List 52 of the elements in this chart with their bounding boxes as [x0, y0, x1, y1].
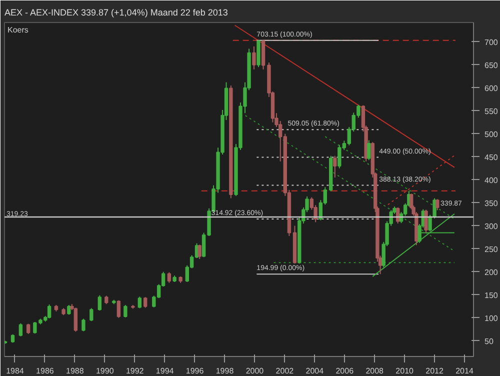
x-tick-label: 2002	[276, 366, 294, 376]
candlestick	[124, 304, 128, 318]
x-tick-label: 1996	[186, 366, 204, 376]
candlestick	[436, 198, 440, 211]
y-tick-label: 550	[484, 106, 498, 116]
candlestick	[47, 304, 52, 319]
candlestick	[167, 272, 172, 284]
candlestick	[18, 322, 23, 337]
y-tick-label: 250	[484, 244, 498, 254]
x-tick-label: 1988	[66, 366, 84, 376]
candlestick	[424, 209, 428, 234]
x-tick-label: 2014	[456, 366, 474, 376]
candlestick	[98, 294, 102, 311]
candlestick	[116, 300, 121, 318]
chart-title: AEX - AEX-INDEX 339.87 (+1,04%) Maand 22 feb 2013	[4, 8, 228, 18]
y-tick-label: 700	[484, 38, 498, 47]
candlestick	[256, 40, 260, 68]
y-tick-label: 600	[484, 84, 498, 93]
x-tick-label: 1986	[36, 366, 54, 376]
x-tick-label: 2000	[246, 366, 264, 376]
x-tick-label: 2012	[426, 366, 444, 376]
x-tick-label: 1994	[156, 366, 174, 376]
x-tick-label: 1990	[96, 366, 114, 376]
y-tick-label: 50	[484, 336, 494, 346]
y-tick-label: 200	[484, 268, 498, 277]
x-tick-label: 1992	[126, 366, 144, 376]
candlestick	[252, 46, 256, 70]
candlestick	[82, 318, 86, 332]
x-tick-label: 2006	[336, 366, 354, 376]
candlestick	[74, 307, 78, 332]
x-tick-label: 1998	[216, 366, 234, 376]
candlestick	[67, 304, 71, 316]
y-tick-label: 300	[484, 222, 498, 231]
candlestick	[367, 140, 371, 161]
x-tick-label: 2008	[366, 366, 384, 376]
x-tick-label: 2004	[306, 366, 324, 376]
y-tick-label: 400	[484, 176, 498, 185]
y-tick-label: 350	[484, 198, 498, 208]
candlestick	[144, 296, 148, 308]
y-tick-label: 100	[484, 314, 498, 323]
candlestick	[333, 155, 337, 178]
y-tick-label: 150	[484, 290, 498, 300]
y-tick-label: 500	[484, 130, 498, 139]
candlestick	[90, 308, 94, 322]
candlestick	[198, 244, 202, 260]
candlestick	[26, 323, 30, 334]
x-tick-label: 1984	[6, 366, 24, 376]
y-tick-label: 450	[484, 152, 498, 162]
x-tick-label: 2010	[396, 366, 414, 376]
candlestick	[33, 321, 37, 334]
y-tick-label: 650	[484, 60, 498, 70]
chart-subtitle: Koers	[8, 26, 28, 34]
